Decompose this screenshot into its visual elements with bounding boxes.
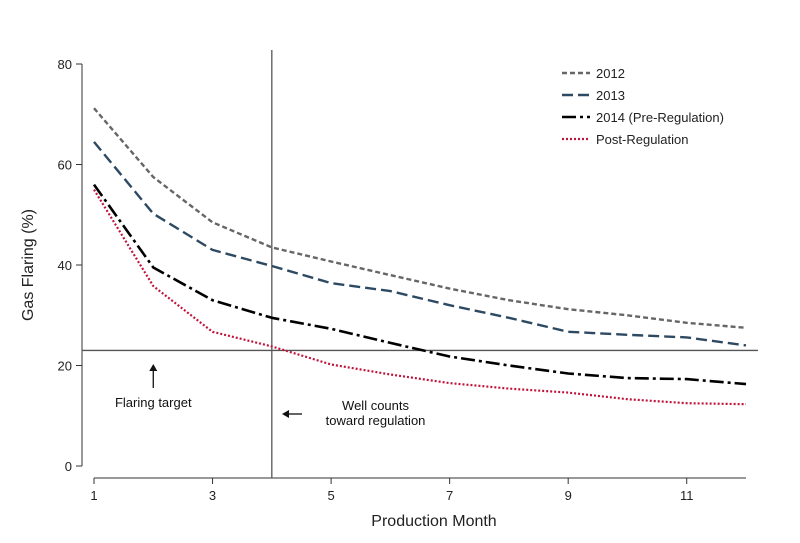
series-line-1 [93, 107, 747, 329]
y-tick-label: 60 [58, 158, 72, 173]
legend-label-4: Post-Regulation [596, 132, 689, 147]
x-tick-label: 11 [680, 488, 694, 503]
legend-label-2: 2013 [596, 88, 625, 103]
x-tick-label: 7 [446, 488, 453, 503]
y-tick-label: 80 [58, 57, 72, 72]
flaring-target-annotation: Flaring target [115, 395, 192, 410]
regulation-annotation-line-1: Well counts [342, 398, 409, 413]
up-arrow-head-icon [149, 364, 158, 371]
y-tick-label: 20 [58, 359, 72, 374]
y-tick-label: 0 [65, 459, 72, 474]
x-axis-title: Production Month [371, 513, 496, 530]
x-tick-label: 1 [90, 488, 97, 503]
legend-label-1: 2012 [596, 66, 625, 81]
y-axis-title: Gas Flaring (%) [20, 209, 37, 321]
x-tick-label: 3 [209, 488, 216, 503]
left-arrow-head-icon [282, 410, 289, 418]
y-tick-label: 40 [58, 258, 72, 273]
series-line-4 [93, 189, 747, 406]
series-line-2 [93, 141, 747, 347]
series-line-3 [92, 183, 747, 386]
plot-area: 1 3 5 7 9 11 0 20 40 60 80 Production Month Gas Flar… [20, 50, 758, 530]
regulation-annotation-line-2: toward regulation [326, 413, 426, 428]
x-tick-label: 9 [565, 488, 572, 503]
legend-label-3: 2014 (Pre-Regulation) [596, 110, 724, 125]
x-tick-label: 5 [327, 488, 334, 503]
